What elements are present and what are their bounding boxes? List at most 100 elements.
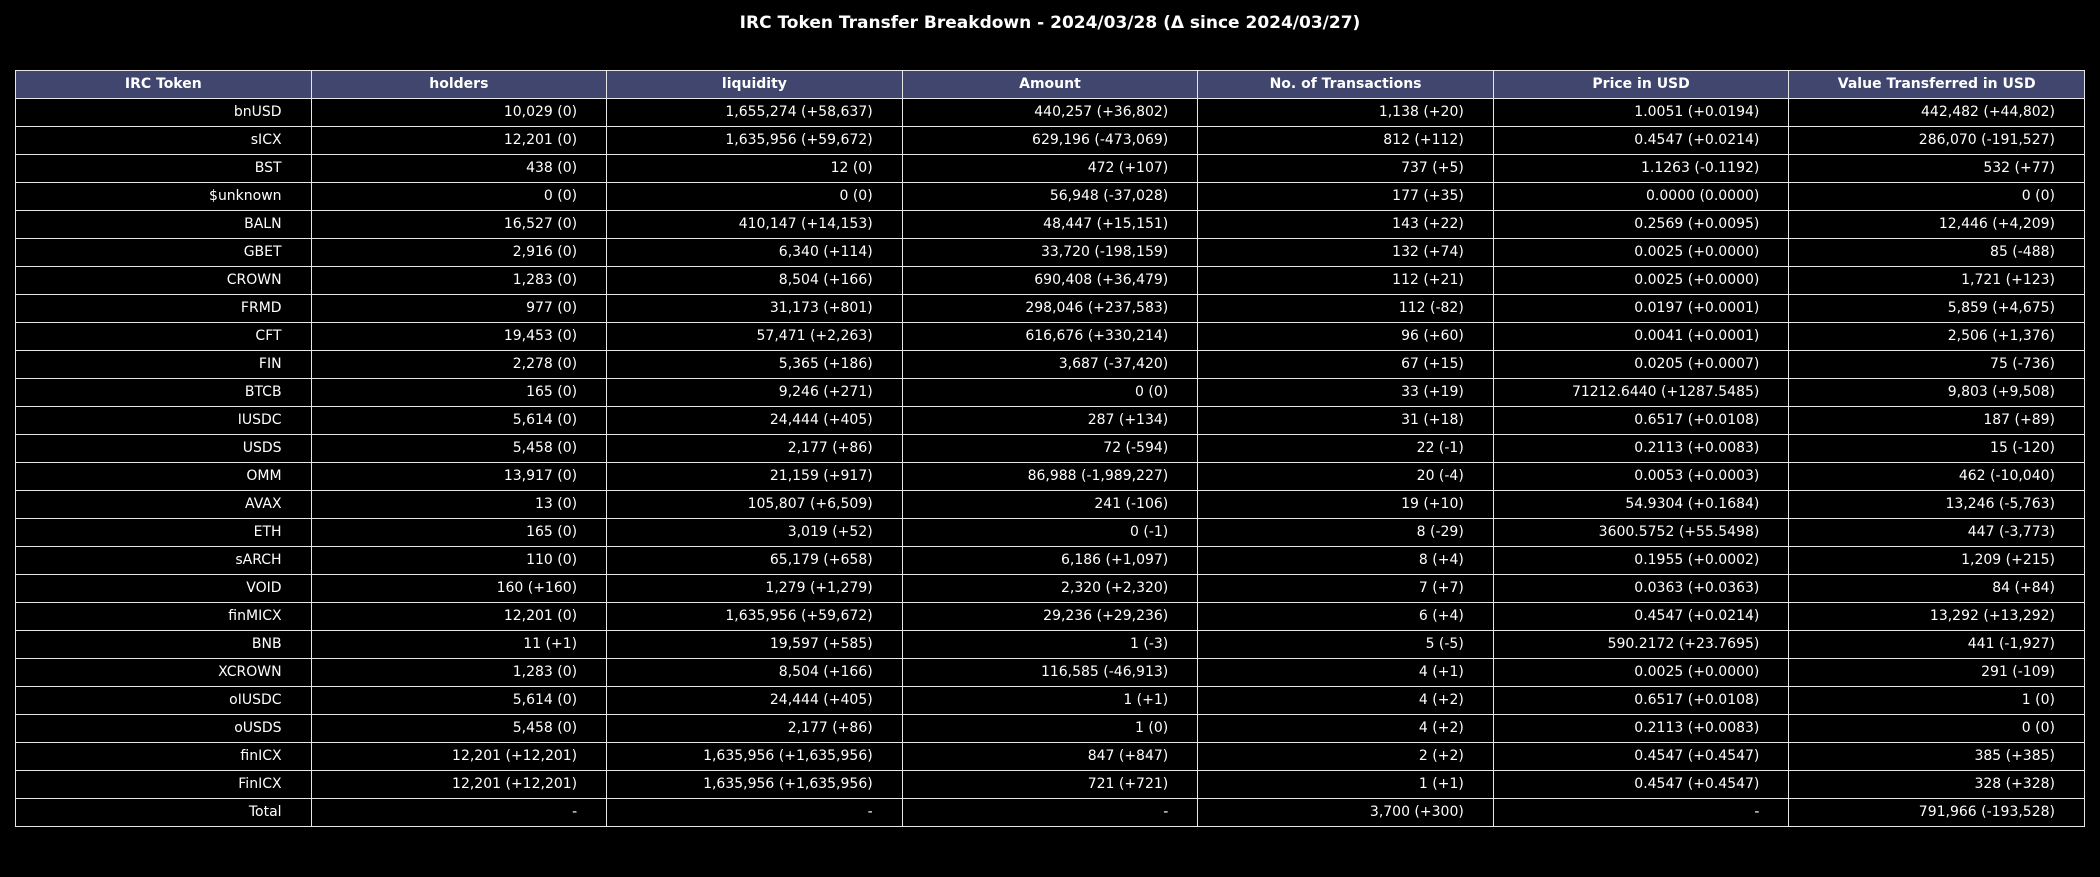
cell-price-usd: 0.2569 (+0.0095) (1492, 210, 1790, 239)
cell-value-usd: 9,803 (+9,508) (1788, 378, 2085, 407)
cell-token: FRMD (15, 294, 312, 323)
cell-price-usd: 0.0041 (+0.0001) (1492, 322, 1790, 351)
cell-holders: 12,201 (0) (310, 602, 608, 631)
cell-token: Total (15, 798, 312, 827)
cell-transactions: 132 (+74) (1197, 238, 1494, 267)
cell-amount: 0 (0) (901, 378, 1199, 407)
cell-value-usd: 1,209 (+215) (1788, 546, 2085, 575)
cell-liquidity: 2,177 (+86) (606, 714, 903, 743)
cell-transactions: 19 (+10) (1197, 490, 1494, 519)
cell-token: sICX (15, 126, 312, 155)
cell-transactions: 1 (+1) (1197, 770, 1494, 799)
cell-amount: 86,988 (-1,989,227) (901, 462, 1199, 491)
cell-price-usd: 0.1955 (+0.0002) (1492, 546, 1790, 575)
cell-transactions: 7 (+7) (1197, 574, 1494, 603)
cell-amount: 1 (+1) (901, 686, 1199, 715)
cell-token: FinICX (15, 770, 312, 799)
cell-holders: 5,458 (0) (310, 714, 608, 743)
cell-token: BALN (15, 210, 312, 239)
cell-liquidity: 1,279 (+1,279) (606, 574, 903, 603)
cell-token: bnUSD (15, 98, 312, 127)
cell-transactions: 112 (-82) (1197, 294, 1494, 323)
cell-value-usd: 84 (+84) (1788, 574, 2085, 603)
cell-transactions: 67 (+15) (1197, 350, 1494, 379)
cell-transactions: 177 (+35) (1197, 182, 1494, 211)
cell-amount: 1 (0) (901, 714, 1199, 743)
cell-amount: 2,320 (+2,320) (901, 574, 1199, 603)
table-row: VOID 160 (+160) 1,279 (+1,279) 2,320 (+2,32… (15, 574, 2085, 603)
cell-liquidity: 12 (0) (606, 154, 903, 183)
cell-transactions: 6 (+4) (1197, 602, 1494, 631)
cell-liquidity: 1,655,274 (+58,637) (606, 98, 903, 127)
cell-price-usd: 0.0363 (+0.0363) (1492, 574, 1790, 603)
cell-holders: 13,917 (0) (310, 462, 608, 491)
cell-amount: 48,447 (+15,151) (901, 210, 1199, 239)
cell-price-usd: 1.0051 (+0.0194) (1492, 98, 1790, 127)
cell-value-usd: 291 (-109) (1788, 658, 2085, 687)
cell-price-usd: 0.6517 (+0.0108) (1492, 406, 1790, 435)
cell-liquidity: 24,444 (+405) (606, 686, 903, 715)
cell-value-usd: 0 (0) (1788, 714, 2085, 743)
cell-amount: 629,196 (-473,069) (901, 126, 1199, 155)
table-row: sARCH 110 (0) 65,179 (+658) 6,186 (+1,097) 8… (15, 546, 2085, 575)
table-header-row: IRC Token holders liquidity Amount No. of Tr… (15, 70, 2085, 99)
cell-amount: 3,687 (-37,420) (901, 350, 1199, 379)
cell-amount: 29,236 (+29,236) (901, 602, 1199, 631)
cell-transactions: 8 (+4) (1197, 546, 1494, 575)
cell-liquidity: - (606, 798, 903, 827)
cell-liquidity: 31,173 (+801) (606, 294, 903, 323)
cell-holders: 165 (0) (310, 518, 608, 547)
table-row: AVAX 13 (0) 105,807 (+6,509) 241 (-106) 19 (… (15, 490, 2085, 519)
cell-price-usd: 71212.6440 (+1287.5485) (1492, 378, 1790, 407)
cell-holders: 12,201 (+12,201) (310, 742, 608, 771)
cell-price-usd: 0.0197 (+0.0001) (1492, 294, 1790, 323)
cell-token: VOID (15, 574, 312, 603)
cell-liquidity: 2,177 (+86) (606, 434, 903, 463)
table-row: USDS 5,458 (0) 2,177 (+86) 72 (-594) 22 (-1)… (15, 434, 2085, 463)
table-body: bnUSD 10,029 (0) 1,655,274 (+58,637) 440,25… (15, 98, 2085, 827)
table-row: bnUSD 10,029 (0) 1,655,274 (+58,637) 440,25… (15, 98, 2085, 127)
cell-transactions: 22 (-1) (1197, 434, 1494, 463)
cell-holders: 1,283 (0) (310, 266, 608, 295)
cell-transactions: 112 (+21) (1197, 266, 1494, 295)
cell-holders: 165 (0) (310, 378, 608, 407)
cell-token: GBET (15, 238, 312, 267)
table-row: BTCB 165 (0) 9,246 (+271) 0 (0) 33 (+19) 7121… (15, 378, 2085, 407)
cell-amount: 1 (-3) (901, 630, 1199, 659)
cell-transactions: 812 (+112) (1197, 126, 1494, 155)
cell-token: oIUSDC (15, 686, 312, 715)
cell-holders: 110 (0) (310, 546, 608, 575)
cell-price-usd: 0.2113 (+0.0083) (1492, 434, 1790, 463)
cell-token: BNB (15, 630, 312, 659)
cell-holders: 5,614 (0) (310, 686, 608, 715)
cell-holders: 1,283 (0) (310, 658, 608, 687)
cell-price-usd: 0.0025 (+0.0000) (1492, 238, 1790, 267)
table-row: FIN 2,278 (0) 5,365 (+186) 3,687 (-37,420) 6… (15, 350, 2085, 379)
cell-holders: 19,453 (0) (310, 322, 608, 351)
cell-token: BTCB (15, 378, 312, 407)
cell-transactions: 96 (+60) (1197, 322, 1494, 351)
cell-liquidity: 6,340 (+114) (606, 238, 903, 267)
table-row: oIUSDC 5,614 (0) 24,444 (+405) 1 (+1) 4 (+2)… (15, 686, 2085, 715)
column-header-transactions: No. of Transactions (1197, 70, 1494, 99)
cell-price-usd: 54.9304 (+0.1684) (1492, 490, 1790, 519)
cell-price-usd: 590.2172 (+23.7695) (1492, 630, 1790, 659)
cell-value-usd: 286,070 (-191,527) (1788, 126, 2085, 155)
cell-transactions: 4 (+2) (1197, 714, 1494, 743)
cell-amount: - (901, 798, 1199, 827)
cell-value-usd: 2,506 (+1,376) (1788, 322, 2085, 351)
cell-token: CROWN (15, 266, 312, 295)
cell-transactions: 4 (+1) (1197, 658, 1494, 687)
column-header-liquidity: liquidity (606, 70, 903, 99)
cell-price-usd: 0.4547 (+0.0214) (1492, 126, 1790, 155)
cell-amount: 721 (+721) (901, 770, 1199, 799)
cell-holders: 13 (0) (310, 490, 608, 519)
cell-value-usd: 0 (0) (1788, 182, 2085, 211)
column-header-holders: holders (310, 70, 608, 99)
cell-liquidity: 65,179 (+658) (606, 546, 903, 575)
column-header-token: IRC Token (15, 70, 312, 99)
cell-price-usd: - (1492, 798, 1790, 827)
cell-amount: 847 (+847) (901, 742, 1199, 771)
cell-holders: 0 (0) (310, 182, 608, 211)
cell-holders: 977 (0) (310, 294, 608, 323)
